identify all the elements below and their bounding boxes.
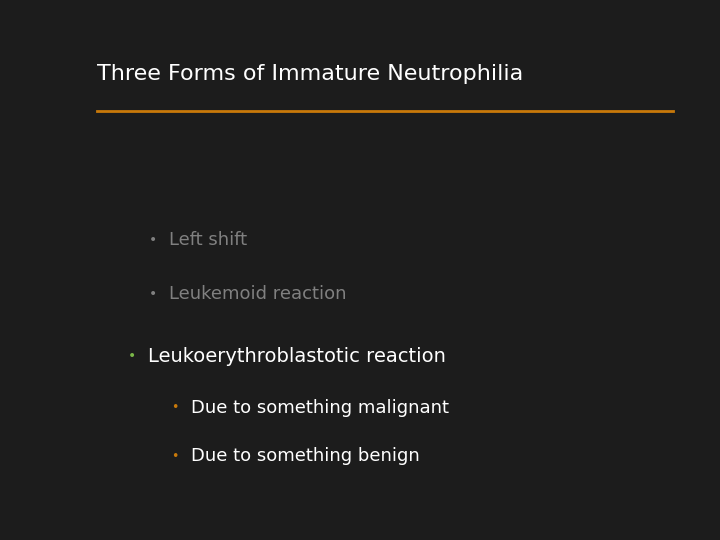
- Text: •: •: [149, 233, 158, 247]
- Text: Leukemoid reaction: Leukemoid reaction: [169, 285, 347, 303]
- Text: •: •: [149, 287, 158, 301]
- Text: Due to something malignant: Due to something malignant: [191, 399, 449, 417]
- Text: Left shift: Left shift: [169, 231, 248, 249]
- Text: Due to something benign: Due to something benign: [191, 447, 420, 465]
- Text: Three Forms of Immature Neutrophilia: Three Forms of Immature Neutrophilia: [97, 64, 523, 84]
- Text: •: •: [171, 401, 179, 414]
- Text: •: •: [127, 349, 136, 363]
- Text: •: •: [171, 450, 179, 463]
- Text: Leukoerythroblastotic reaction: Leukoerythroblastotic reaction: [148, 347, 446, 366]
